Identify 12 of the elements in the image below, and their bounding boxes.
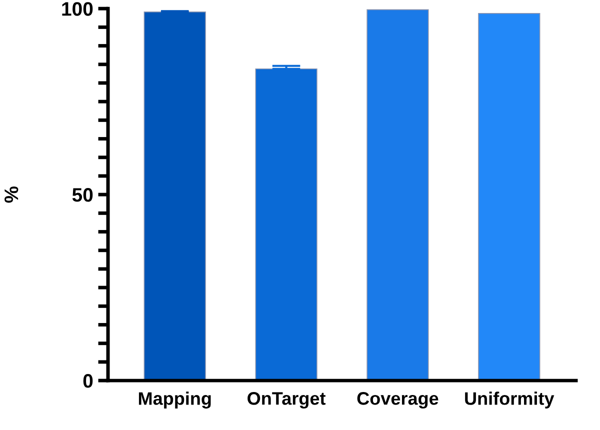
x-tick-label: Coverage <box>357 392 438 408</box>
y-tick-label: 50 <box>72 188 93 202</box>
y-tick-label: 0 <box>83 374 93 388</box>
x-tick-label: OnTarget <box>248 392 326 408</box>
bar <box>366 9 429 381</box>
bar <box>144 12 206 381</box>
y-axis-title: % <box>4 186 18 203</box>
y-tick-label: 100 <box>62 2 93 16</box>
x-tick-label: Uniformity <box>465 392 554 408</box>
x-tick-label: Mapping <box>138 392 211 409</box>
bar <box>478 13 540 381</box>
bar <box>255 68 318 381</box>
